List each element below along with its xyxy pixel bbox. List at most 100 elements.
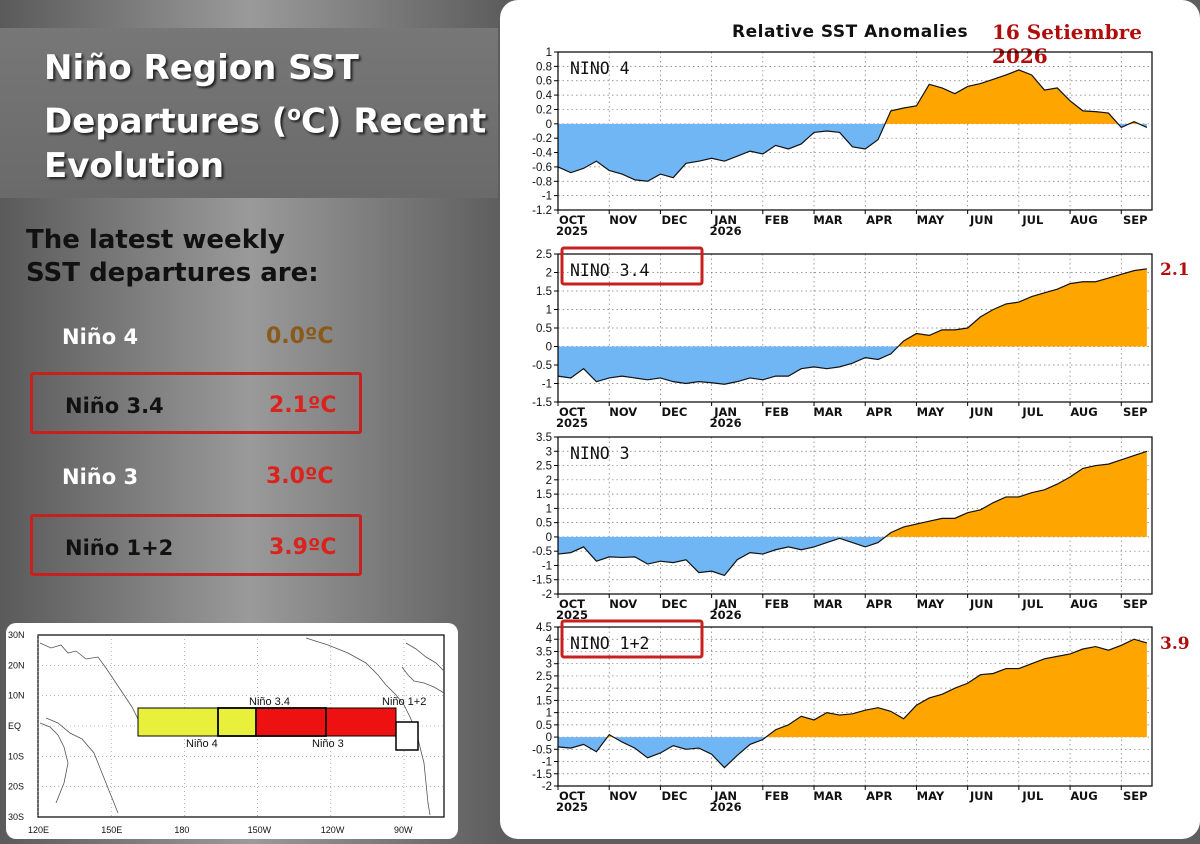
region-value: 2.1ºC [269, 393, 337, 418]
y-tick-label: 2.5 [536, 461, 552, 473]
y-tick-label: -2 [542, 589, 552, 601]
map-lon-label: 180 [174, 825, 189, 835]
y-tick-label: -0.5 [532, 546, 552, 558]
map-lat-labels: 30N 20N 10N EQ 10S 20S 30S [8, 630, 25, 822]
y-tick-label: -0.4 [532, 148, 552, 160]
subtitle: The latest weekly SST departures are: [26, 224, 326, 290]
map-nino12 [395, 721, 419, 751]
x-month-label: AUG [1070, 213, 1097, 227]
y-tick-label: -1.2 [532, 205, 552, 217]
y-tick-label: -1 [542, 560, 552, 572]
map-lon-label: 150W [248, 825, 272, 835]
y-tick-label: 2.5 [536, 671, 552, 683]
chart-panel-3: 4.543.532.521.510.50-0.5-1-1.5-2 OCT NOV DE… [532, 619, 1190, 814]
x-month-label: MAY [917, 597, 945, 611]
x-month-label: MAR [813, 213, 842, 227]
x-month-label: MAR [813, 405, 842, 419]
x-month-label: APR [866, 597, 892, 611]
y-tick-label: 0.2 [536, 104, 552, 116]
y-tick-label: 0 [546, 532, 552, 544]
x-month-label: APR [866, 213, 892, 227]
x-month-label: FEB [765, 405, 789, 419]
y-tick-label: 1.5 [536, 489, 552, 501]
y-tick-label: 3.5 [536, 646, 552, 658]
positive-anomaly-area [558, 639, 1147, 738]
x-month-label: NOV [609, 405, 637, 419]
nino-regions-map: Niño 3.4 Niño 4 Niño 3 Niño 1+2 30N 20N 10… [8, 630, 445, 835]
y-tick-label: -0.5 [532, 744, 552, 756]
chart-panel-2: 3.5 3 2.5 2 1.5 1 0.5 0 -0.5 -1 -1.5 -2 OCT NOV DEC JAN… [532, 432, 1153, 622]
x-year-label: 2026 [710, 416, 742, 430]
map-label-nino34: Niño 3.4 [249, 696, 290, 708]
map-lon-label: 90W [394, 825, 413, 835]
negative-anomaly-area [558, 123, 1147, 182]
x-month-label: FEB [765, 789, 789, 803]
chart-frame [557, 51, 1153, 211]
map-nino3 [325, 707, 397, 737]
negative-anomaly-area [558, 536, 1147, 576]
x-month-label: JAN [713, 597, 737, 611]
x-month-label: AUG [1070, 789, 1097, 803]
y-tick-label: 2 [546, 475, 552, 487]
x-month-label: MAY [917, 213, 945, 227]
x-month-label: JUN [969, 405, 993, 419]
y-tick-label: 1 [546, 503, 552, 515]
x-month-label: APR [866, 789, 892, 803]
map-label-nino12: Niño 1+2 [382, 696, 426, 708]
chart-panel-0: 1 0.8 0.6 0.4 0.2 0 -0.2 -0.4 -0.6 -0.8 -1 -1.2 OCT N… [532, 47, 1153, 238]
chart-frame [557, 436, 1153, 595]
x-month-label: JUN [969, 213, 993, 227]
y-tick-label: -1 [542, 757, 552, 769]
y-tick-label: 2.5 [536, 249, 552, 261]
y-tick-label: 3 [546, 659, 552, 671]
x-month-label: DEC [661, 789, 687, 803]
panel-title: NINO 3.4 [570, 261, 650, 280]
x-month-label: NOV [609, 789, 637, 803]
x-month-label: AUG [1070, 405, 1097, 419]
map-lon-label: 120W [321, 825, 345, 835]
map-region-labels: Niño 3.4 Niño 4 Niño 3 Niño 1+2 [186, 696, 426, 750]
y-tick-label: 2 [546, 268, 552, 280]
x-month-label: DEC [661, 405, 687, 419]
positive-anomaly-area [558, 451, 1147, 537]
x-month-label: DEC [661, 597, 687, 611]
map-lon-labels: 120E 150E 180 150W 120W 90W [28, 825, 413, 835]
y-tick-label: 0.8 [536, 61, 552, 73]
chart-frame [557, 626, 1153, 787]
y-tick-label: 0 [546, 342, 552, 354]
region-row-nino4: Niño 4 0.0ºC [30, 306, 362, 368]
anomaly-line [557, 69, 1148, 182]
y-tick-label: -0.8 [532, 176, 552, 188]
region-value: 0.0ºC [266, 324, 334, 349]
x-month-label: JUL [1021, 597, 1044, 611]
y-tick-label: 3 [546, 446, 552, 458]
map-label-nino4: Niño 4 [186, 738, 218, 750]
x-month-label: JUL [1021, 213, 1044, 227]
map-nino34-east [255, 707, 327, 737]
x-month-label: OCT [559, 789, 585, 803]
x-month-label: JUL [1021, 405, 1044, 419]
panel-title: NINO 3 [570, 444, 630, 463]
y-tick-label: 0.5 [536, 720, 552, 732]
x-year-label: 2025 [556, 800, 588, 814]
y-tick-label: -0.5 [532, 360, 552, 372]
y-tick-label: 0.4 [536, 90, 553, 102]
y-tick-label: -0.2 [532, 133, 552, 145]
panel-title: NINO 1+2 [570, 634, 649, 653]
region-value: 3.0ºC [266, 464, 334, 489]
title-line-3: Evolution [44, 146, 225, 187]
x-month-label: SEP [1123, 213, 1148, 227]
y-tick-label: -1 [542, 379, 552, 391]
map-lat-label: EQ [8, 721, 21, 731]
anomaly-line [557, 268, 1147, 385]
panel-title-highlight [560, 619, 704, 659]
x-month-label: SEP [1123, 597, 1148, 611]
x-month-label: SEP [1123, 789, 1148, 803]
map-nino34-outline [217, 707, 327, 737]
x-month-label: FEB [765, 213, 789, 227]
map-nino4-west [137, 707, 219, 737]
x-month-label: NOV [609, 213, 637, 227]
y-tick-label: 0.6 [536, 76, 552, 88]
x-year-label: 2026 [710, 224, 742, 238]
